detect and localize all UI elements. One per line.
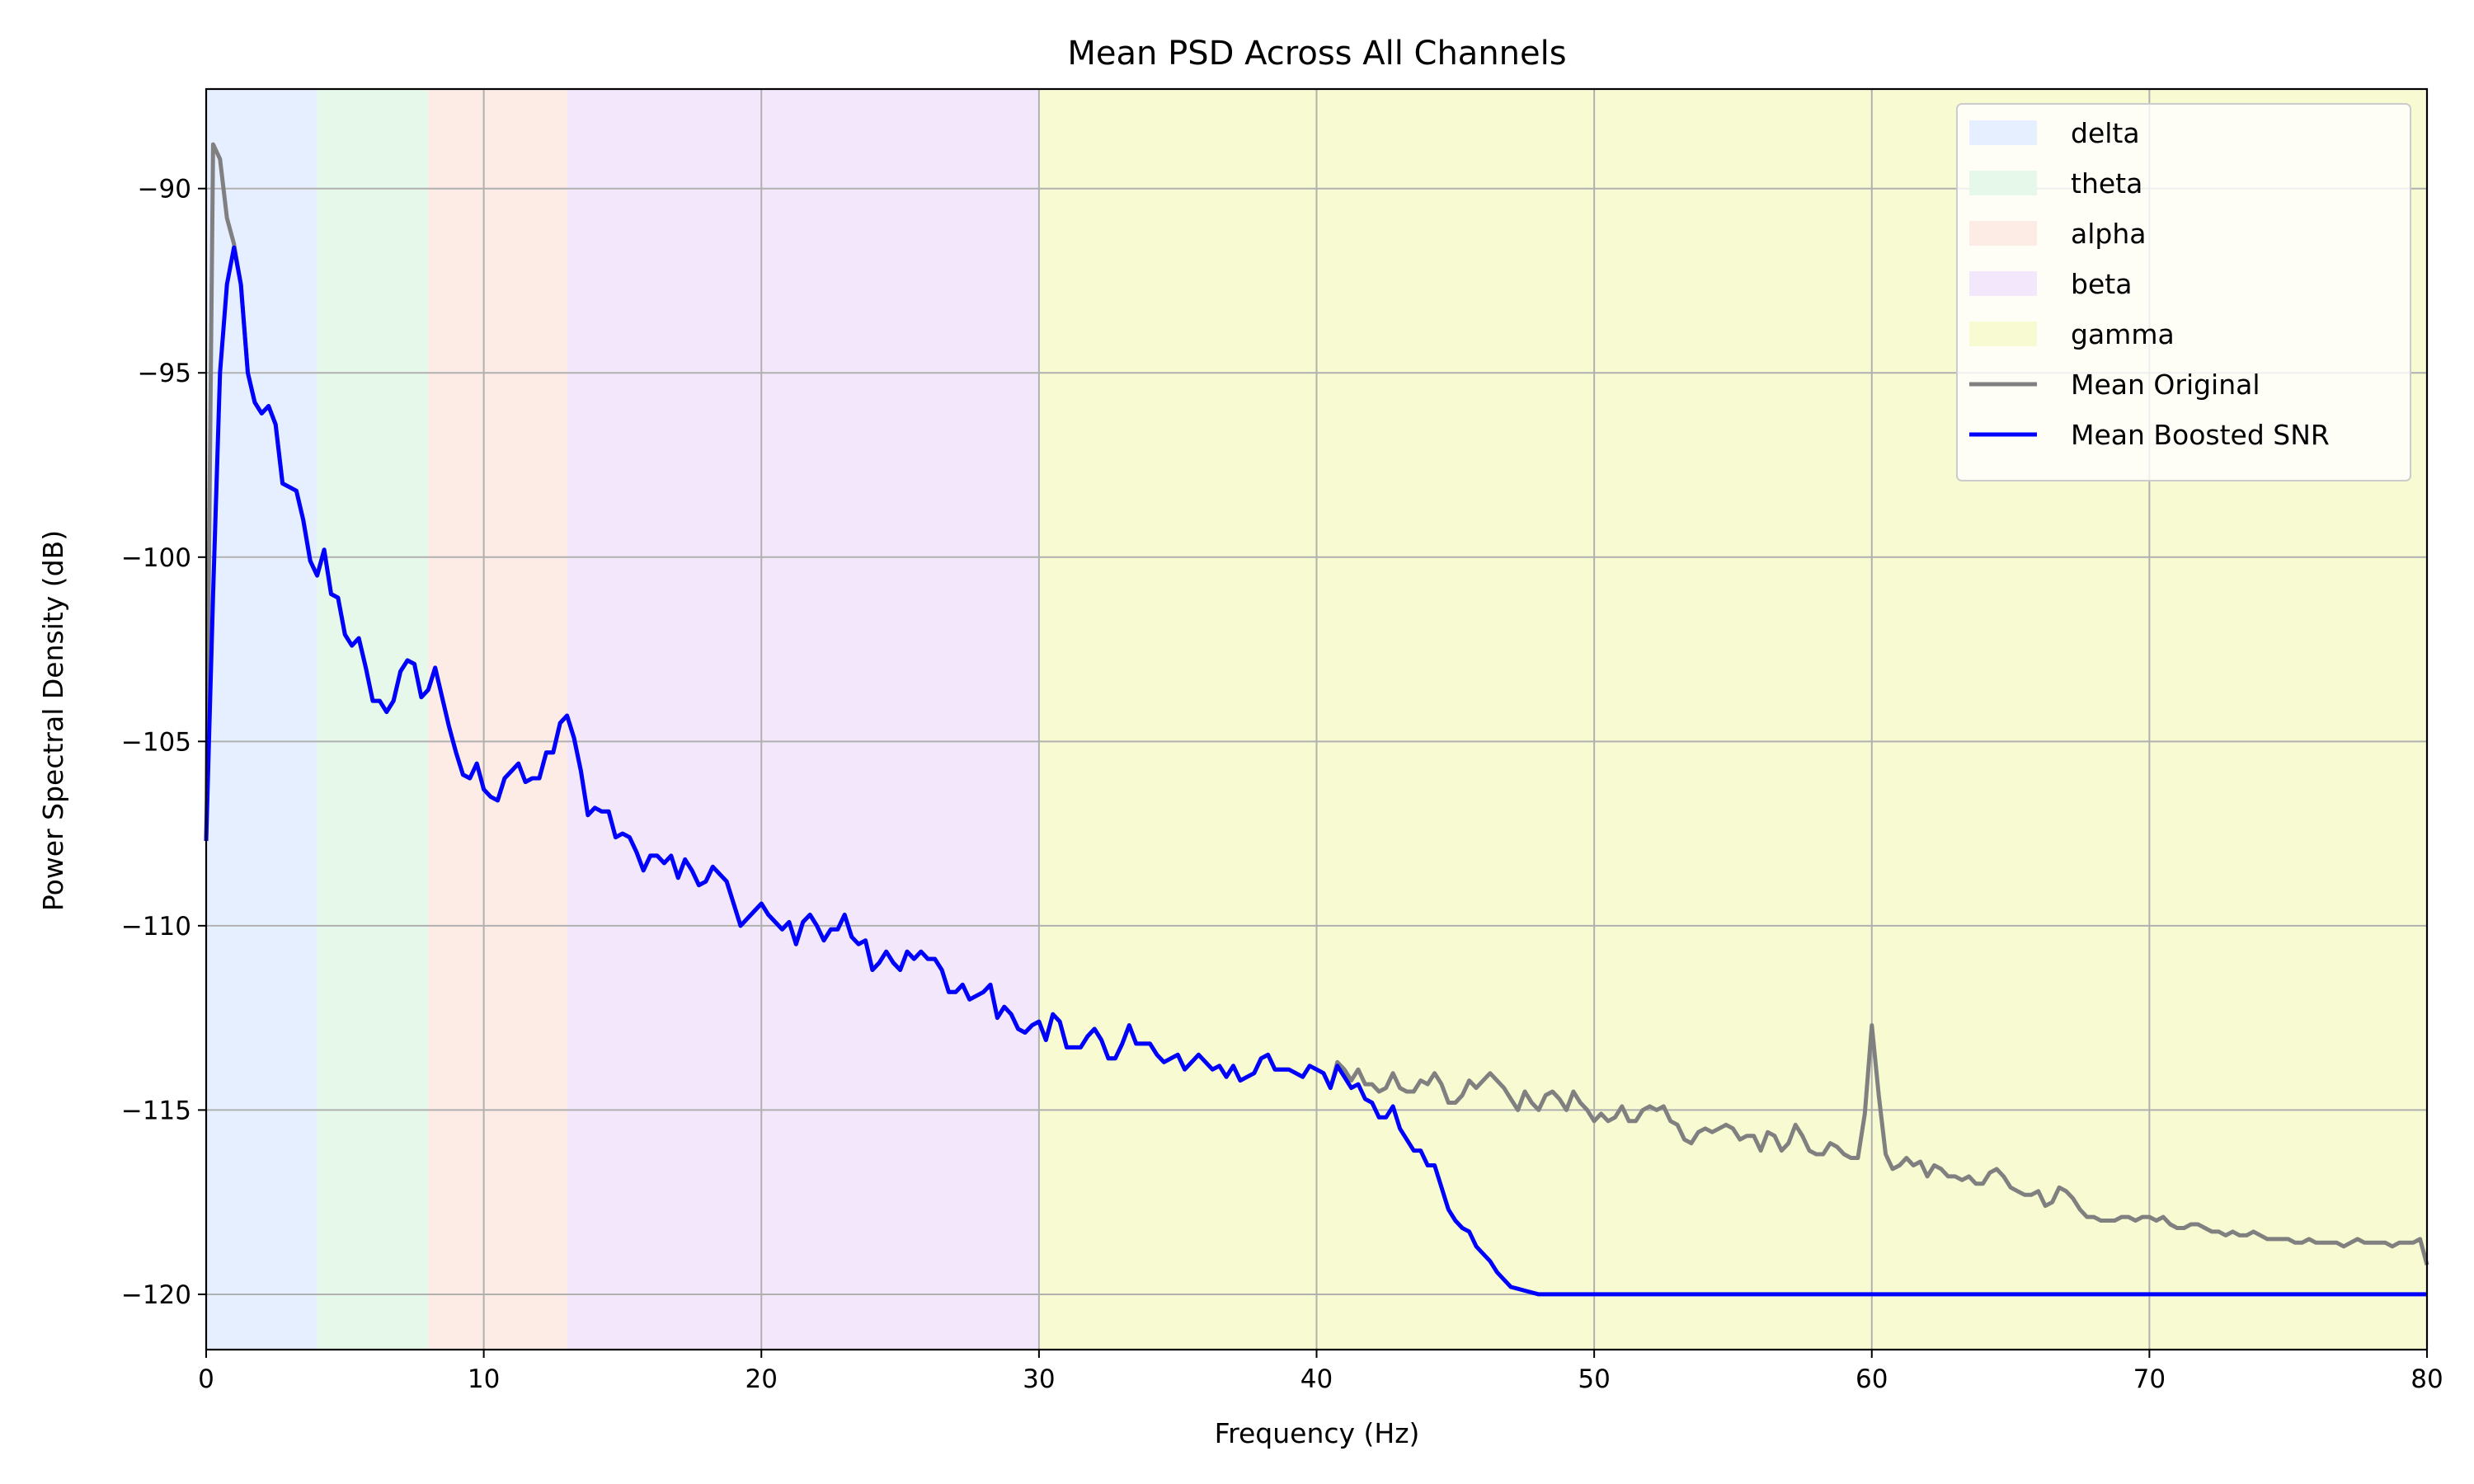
legend-label: gamma: [2071, 318, 2175, 350]
band-beta: [567, 89, 1039, 1350]
legend-label: Mean Boosted SNR: [2071, 419, 2330, 451]
x-tick-label: 40: [1300, 1364, 1333, 1394]
y-tick-label: −95: [138, 359, 191, 388]
band-delta: [206, 89, 317, 1350]
legend-swatch-gamma: [1969, 322, 2037, 346]
x-tick-label: 10: [468, 1364, 500, 1394]
band-theta: [317, 89, 429, 1350]
legend-label: alpha: [2071, 218, 2146, 250]
series-lines: [204, 142, 2429, 1297]
y-tick-label: −90: [138, 175, 191, 204]
x-tick-label: 70: [2133, 1364, 2166, 1394]
y-tick-label: −115: [121, 1096, 191, 1125]
x-tick-label: 60: [1856, 1364, 1888, 1394]
legend-swatch-delta: [1969, 120, 2037, 145]
y-tick-label: −120: [121, 1280, 191, 1310]
legend-swatch-alpha: [1969, 221, 2037, 246]
legend-box: [1956, 103, 2411, 481]
legend-label: beta: [2071, 268, 2132, 300]
legend-label: Mean Original: [2071, 369, 2260, 401]
y-tick-label: −105: [121, 727, 191, 757]
y-axis-label: Power Spectral Density (dB): [37, 530, 69, 911]
x-tick-label: 80: [2411, 1364, 2443, 1394]
chart-title: Mean PSD Across All Channels: [1067, 35, 1566, 73]
x-tick-label: 0: [198, 1364, 214, 1394]
series-line-mean-boosted-snr: [204, 245, 2427, 1297]
x-tick-label: 30: [1023, 1364, 1055, 1394]
legend: delta theta alpha beta gamma Mean Original Mea…: [1956, 103, 2411, 481]
x-tick-label: 20: [745, 1364, 778, 1394]
y-tick-label: −100: [121, 543, 191, 573]
y-axis-ticks: −90 −95 −100 −105 −110 −115 −120: [121, 175, 206, 1310]
frequency-bands: [206, 89, 2427, 1350]
x-tick-label: 50: [1578, 1364, 1610, 1394]
legend-swatch-beta: [1969, 271, 2037, 296]
y-tick-label: −110: [121, 912, 191, 942]
band-alpha: [428, 89, 567, 1350]
legend-label: theta: [2071, 167, 2142, 200]
legend-swatch-theta: [1969, 171, 2037, 195]
x-axis-label: Frequency (Hz): [1215, 1417, 1420, 1449]
legend-label: delta: [2071, 117, 2140, 149]
x-axis-ticks: 0 10 20 30 40 50 60 70 80: [198, 1350, 2443, 1394]
